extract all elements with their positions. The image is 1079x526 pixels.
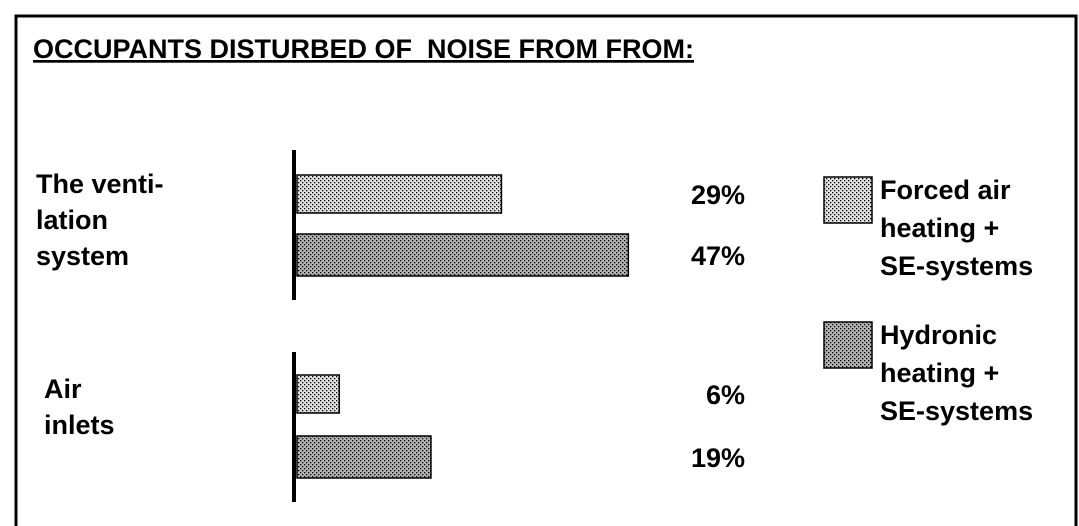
bar	[296, 374, 341, 414]
legend-swatch	[823, 321, 873, 369]
value-label: 19%	[691, 443, 745, 473]
value-label: 6%	[706, 380, 745, 410]
bar	[296, 174, 503, 214]
chart-title: OCCUPANTS DISTURBED OF NOISE FROM FROM:	[33, 34, 694, 64]
legend-label: Forced air heating + SE-systems	[880, 175, 1033, 281]
value-label: 47%	[691, 241, 745, 271]
frame	[14, 14, 1078, 526]
value-label: 29%	[691, 180, 745, 210]
category-label: The venti-lation system	[36, 169, 164, 271]
legend-label: Hydronic heating + SE-systems	[880, 320, 1033, 426]
legend-swatch	[823, 176, 873, 224]
category-label: Air inlets	[44, 374, 115, 440]
bar	[296, 435, 432, 479]
bar	[296, 233, 630, 277]
